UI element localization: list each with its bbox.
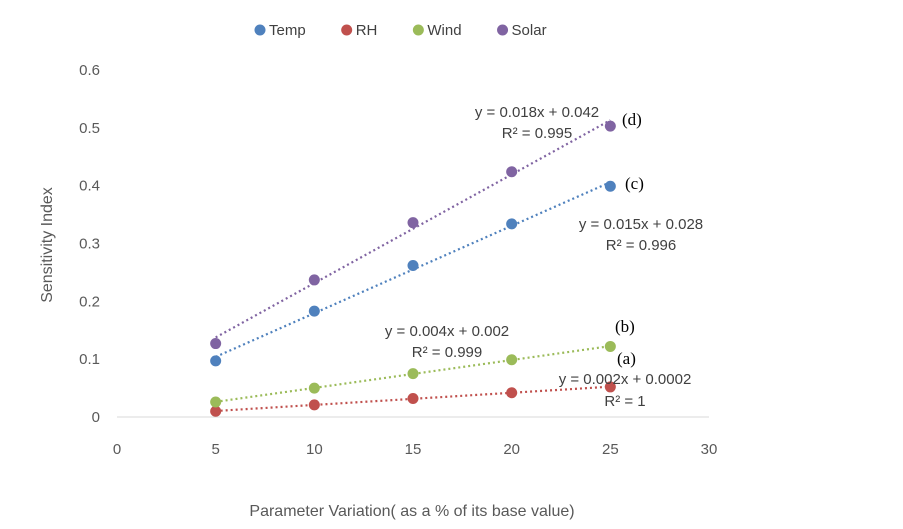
rh-r2: R² = 1 (604, 393, 645, 410)
rh-tag: (a) (617, 349, 636, 368)
temp-point (407, 259, 419, 271)
rh-point (506, 387, 518, 399)
legend-item-rh: RH (341, 22, 377, 39)
x-tick-label: 10 (306, 441, 323, 458)
legend-label: Solar (512, 22, 547, 39)
solar-trendline (215, 119, 611, 339)
legend-marker (412, 24, 424, 36)
x-tick-label: 5 (211, 441, 219, 458)
legend: Temp RH Wind Solar (254, 22, 547, 39)
legend-item-wind: Wind (412, 22, 462, 39)
solar-equation: y = 0.018x + 0.042 (475, 104, 599, 121)
x-tick-label: 20 (503, 441, 520, 458)
rh-point (407, 392, 419, 404)
solar-point (407, 217, 419, 229)
wind-point (308, 382, 320, 394)
y-tick-label: 0.2 (79, 293, 100, 310)
y-tick-label: 0.3 (79, 236, 100, 253)
y-axis-ticks: 0 0.1 0.2 0.3 0.4 0.5 0.6 (79, 62, 100, 426)
legend-marker (254, 24, 266, 36)
wind-point (604, 340, 616, 352)
legend-item-solar: Solar (497, 22, 547, 39)
temp-point (308, 305, 320, 317)
temp-tag: (c) (625, 174, 644, 193)
legend-label: Wind (427, 22, 461, 39)
legend-marker (497, 24, 509, 36)
solar-tag: (d) (622, 110, 642, 129)
x-tick-label: 25 (602, 441, 619, 458)
legend-item-temp: Temp (254, 22, 306, 39)
rh-point (308, 399, 320, 411)
legend-marker (341, 24, 353, 36)
wind-equation: y = 0.004x + 0.002 (385, 323, 509, 340)
temp-equation: y = 0.015x + 0.028 (579, 216, 703, 233)
solar-point (506, 166, 518, 178)
wind-point (407, 368, 419, 380)
solar-point (210, 338, 222, 350)
y-axis-label: Sensitivity Index (39, 187, 56, 303)
x-axis-ticks: 0 5 10 15 20 25 30 (113, 441, 718, 458)
rh-point (210, 405, 222, 417)
temp-point (506, 218, 518, 230)
temp-r2: R² = 0.996 (606, 237, 676, 254)
y-tick-label: 0 (92, 409, 100, 426)
x-axis-label: Parameter Variation( as a % of its base … (249, 503, 574, 520)
data-points (210, 120, 616, 417)
rh-trendline (215, 385, 611, 413)
x-tick-label: 30 (701, 441, 718, 458)
y-tick-label: 0.4 (79, 178, 100, 195)
solar-r2: R² = 0.995 (502, 125, 572, 142)
legend-label: Temp (269, 22, 306, 39)
y-tick-label: 0.6 (79, 62, 100, 79)
solar-point (308, 274, 320, 286)
solar-point (604, 120, 616, 132)
rh-equation: y = 0.002x + 0.0002 (559, 371, 692, 388)
wind-r2: R² = 0.999 (412, 344, 482, 361)
wind-point (506, 354, 518, 366)
y-tick-label: 0.1 (79, 351, 100, 368)
temp-point (604, 180, 616, 192)
wind-tag: (b) (615, 317, 635, 336)
x-tick-label: 0 (113, 441, 121, 458)
legend-label: RH (356, 22, 378, 39)
temp-point (210, 355, 222, 367)
rh-point (604, 381, 616, 393)
y-tick-label: 0.5 (79, 120, 100, 137)
wind-point (210, 396, 222, 408)
wind-trendline (215, 345, 611, 403)
x-tick-label: 15 (405, 441, 422, 458)
